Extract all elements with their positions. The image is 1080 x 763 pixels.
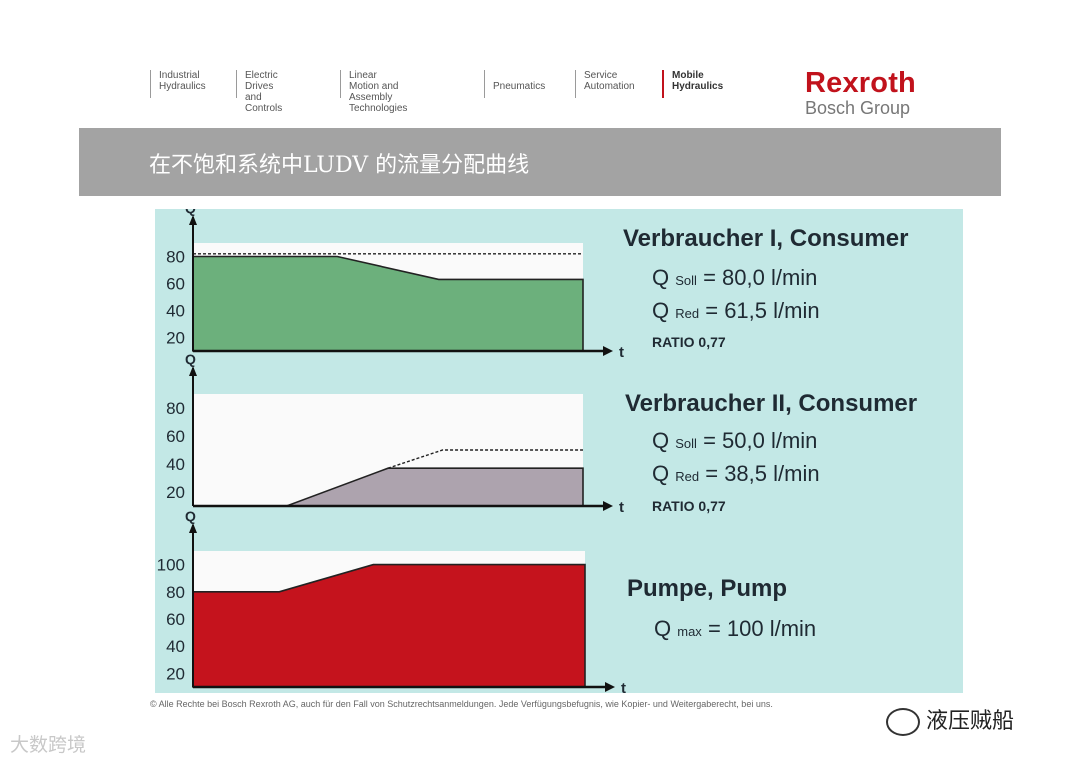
consumer1-q-red: Q Red = 61,5 l/min	[652, 298, 820, 324]
q-max-value: = 100 l/min	[707, 616, 817, 641]
watermark-right-text: 液压贼船	[926, 708, 1015, 733]
nav-item-linear-motion[interactable]: Linear Motion and Assembly Technologies	[340, 70, 407, 114]
q-soll-value: = 50,0 l/min	[703, 428, 818, 453]
chart3-tick-label: 20	[166, 664, 185, 683]
chart2-tick-label: 60	[166, 427, 185, 446]
page-title: 在不饱和系统中LUDV 的流量分配曲线	[149, 153, 530, 178]
q-symbol: Q	[652, 265, 670, 290]
nav-item-electric-drives[interactable]: Electric Drives and Controls	[236, 70, 282, 114]
diagram-panel: Qt 20 40 60 80 Qt 20 40 60 80 Qt 20 40 60 80 100 Verbra…	[155, 209, 963, 693]
q-symbol: Q	[652, 428, 670, 453]
chart2-tick-label: 40	[166, 455, 185, 474]
q-red-value: = 38,5 l/min	[705, 461, 820, 486]
consumer1-q-soll: Q Soll = 80,0 l/min	[652, 265, 817, 291]
consumer2-ratio: RATIO 0,77	[652, 498, 726, 514]
red-subscript: Red	[675, 306, 700, 321]
consumer2-q-soll: Q Soll = 50,0 l/min	[652, 428, 817, 454]
chart3-y-arrow	[189, 523, 197, 533]
chart3-x-label: t	[621, 680, 626, 693]
logo-sub-text: Bosch Group	[805, 98, 911, 118]
copyright-notice: © Alle Rechte bei Bosch Rexroth AG, auch…	[150, 699, 773, 709]
soll-subscript: Soll	[675, 436, 697, 451]
rexroth-logo: Rexroth Bosch Group	[805, 68, 916, 118]
chart3-tick-label: 80	[166, 583, 185, 602]
chart3-tick-label: 40	[166, 637, 185, 656]
chart1-x-arrow	[603, 346, 613, 356]
chart3-x-arrow	[605, 682, 615, 692]
chart2-tick-label: 20	[166, 483, 185, 502]
q-symbol: Q	[654, 616, 672, 641]
watermark-left: 大数跨境	[10, 735, 87, 756]
nav-item-industrial-hydraulics[interactable]: Industrial Hydraulics	[150, 70, 206, 98]
consumer2-title: Verbraucher II, Consumer	[625, 390, 918, 417]
chart1-x-label: t	[619, 344, 624, 361]
consumer1-title: Verbraucher I, Consumer	[623, 225, 909, 252]
chart3-y-label: Q	[185, 508, 196, 524]
chart2-target-line	[387, 449, 583, 469]
q-red-value: = 61,5 l/min	[705, 298, 820, 323]
chart1-y-label: Q	[185, 209, 196, 216]
q-symbol: Q	[652, 298, 670, 323]
chart3-tick-label: 100	[157, 556, 185, 575]
chart1-tick-label: 40	[166, 302, 185, 321]
q-symbol: Q	[652, 461, 670, 486]
wechat-icon	[886, 708, 920, 737]
q-soll-value: = 80,0 l/min	[703, 265, 818, 290]
consumer2-q-red: Q Red = 38,5 l/min	[652, 461, 820, 487]
red-subscript: Red	[675, 469, 700, 484]
nav-item-mobile-hydraulics[interactable]: Mobile Hydraulics	[662, 70, 723, 98]
chart2-x-label: t	[619, 499, 624, 516]
consumer1-ratio: RATIO 0,77	[652, 334, 726, 350]
flow-charts: Qt 20 40 60 80 Qt 20 40 60 80 Qt 20 40 60 80 100	[157, 209, 626, 693]
chart1-y-arrow	[189, 215, 197, 225]
chart3-tick-label: 60	[166, 610, 185, 629]
chart1-tick-label: 60	[166, 275, 185, 294]
title-bar: 在不饱和系统中LUDV 的流量分配曲线	[79, 128, 1001, 196]
pump-title: Pumpe, Pump	[627, 575, 788, 602]
chart2-tick-label: 80	[166, 399, 185, 418]
nav-item-pneumatics[interactable]: Pneumatics	[484, 70, 545, 98]
soll-subscript: Soll	[675, 273, 697, 288]
chart2-y-label: Q	[185, 351, 196, 367]
nav-item-service-automation[interactable]: Service Automation	[575, 70, 635, 98]
watermark-right: 液压贼船	[886, 703, 1015, 737]
chart2-x-arrow	[603, 501, 613, 511]
pump-q-max: Q max = 100 l/min	[654, 616, 816, 642]
chart2-y-arrow	[189, 366, 197, 376]
logo-main-text: Rexroth	[805, 67, 916, 99]
chart1-tick-label: 20	[166, 329, 185, 348]
chart1-tick-label: 80	[166, 248, 185, 267]
max-subscript: max	[677, 624, 702, 639]
